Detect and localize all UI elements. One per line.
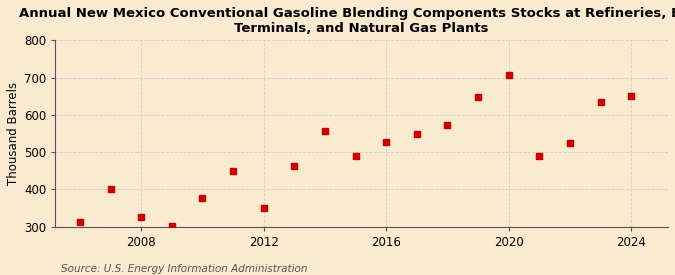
- Title: Annual New Mexico Conventional Gasoline Blending Components Stocks at Refineries: Annual New Mexico Conventional Gasoline …: [19, 7, 675, 35]
- Point: [259, 206, 269, 210]
- Point: [289, 164, 300, 168]
- Point: [381, 140, 392, 144]
- Point: [504, 72, 514, 77]
- Point: [136, 215, 146, 220]
- Point: [442, 123, 453, 128]
- Point: [534, 154, 545, 158]
- Point: [472, 95, 483, 99]
- Y-axis label: Thousand Barrels: Thousand Barrels: [7, 82, 20, 185]
- Point: [350, 154, 361, 158]
- Point: [197, 196, 208, 200]
- Point: [227, 169, 238, 173]
- Point: [105, 187, 116, 192]
- Point: [412, 132, 423, 136]
- Text: Source: U.S. Energy Information Administration: Source: U.S. Energy Information Administ…: [61, 264, 307, 274]
- Point: [167, 224, 178, 228]
- Point: [319, 128, 330, 133]
- Point: [595, 100, 606, 104]
- Point: [564, 141, 575, 145]
- Point: [74, 220, 85, 224]
- Point: [626, 94, 637, 98]
